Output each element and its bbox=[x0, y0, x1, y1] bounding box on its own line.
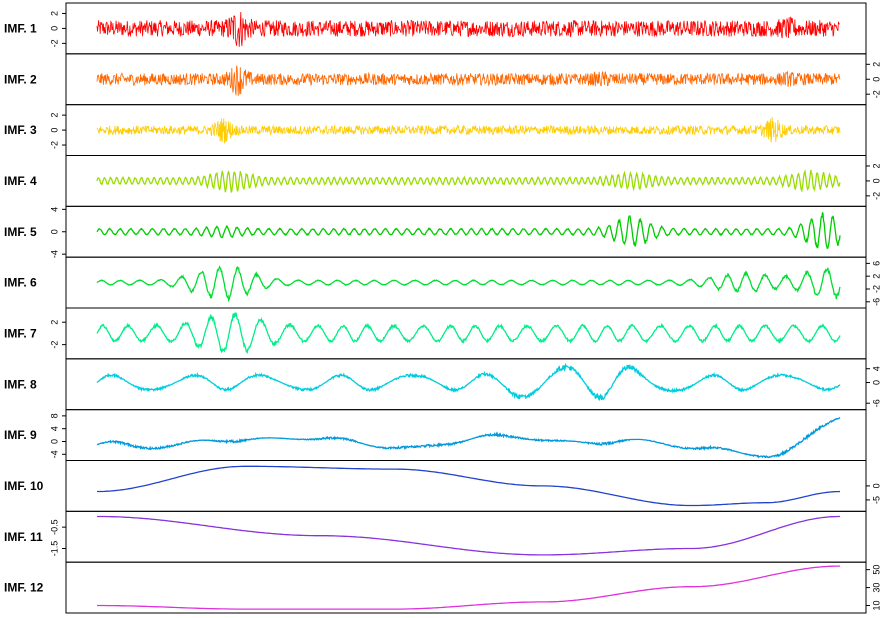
imf-series-line bbox=[96, 362, 841, 402]
panel-frame bbox=[65, 358, 867, 411]
tick-label: 30 bbox=[871, 583, 881, 593]
tick-label: 6 bbox=[871, 261, 881, 266]
panel-label: IMF. 6 bbox=[4, 276, 37, 290]
panel-frame bbox=[65, 205, 867, 258]
imf-series-line bbox=[96, 169, 841, 193]
tick-label: 0 bbox=[49, 439, 59, 444]
imf-series-line bbox=[96, 116, 841, 144]
tick-label: 2 bbox=[49, 113, 59, 118]
tick-label: -2 bbox=[49, 141, 59, 149]
tick-label: -2 bbox=[49, 341, 59, 349]
y-axis: 8 4 0 -4 bbox=[49, 413, 67, 458]
imf-series-line bbox=[97, 515, 840, 556]
tick-label: 0 bbox=[49, 26, 59, 31]
imf-panel: IMF. 12 50 30 10 bbox=[4, 561, 881, 614]
panel-label: IMF. 2 bbox=[4, 72, 37, 86]
panel-label: IMF. 11 bbox=[4, 530, 43, 544]
tick-label: -2 bbox=[871, 90, 881, 98]
tick-label: -6 bbox=[871, 399, 881, 407]
tick-label: 2 bbox=[49, 320, 59, 325]
tick-label: 2 bbox=[49, 11, 59, 16]
tick-label: 0 bbox=[49, 128, 59, 133]
tick-label: -2 bbox=[49, 39, 59, 47]
tick-label: 0 bbox=[871, 380, 881, 385]
imf-series-line bbox=[97, 465, 841, 507]
tick-label: 2 bbox=[871, 62, 881, 67]
tick-label: 8 bbox=[49, 413, 59, 418]
tick-label: -4 bbox=[49, 250, 59, 258]
tick-label: -4 bbox=[49, 450, 59, 458]
tick-label: 4 bbox=[871, 366, 881, 371]
imf-series-line bbox=[96, 312, 841, 355]
panel-label: IMF. 5 bbox=[4, 225, 37, 239]
panel-label: IMF. 3 bbox=[4, 123, 37, 137]
y-axis: 50 30 10 bbox=[865, 565, 881, 611]
tick-label: -6 bbox=[871, 298, 881, 306]
panel-label: IMF. 10 bbox=[4, 479, 44, 493]
panel-label: IMF. 9 bbox=[4, 428, 37, 442]
y-axis: 4 0 -6 bbox=[865, 366, 881, 407]
y-axis: 2 0 -2 bbox=[865, 163, 881, 200]
imf-series-line bbox=[96, 212, 841, 249]
imf-series-line bbox=[96, 265, 841, 303]
imf-panel: IMF. 9 8 4 0 -4 bbox=[4, 409, 867, 461]
imf-panel: IMF. 10 0 -5 bbox=[4, 460, 881, 512]
y-axis: 2 -2 bbox=[49, 320, 67, 349]
panel-label: IMF. 8 bbox=[4, 377, 37, 391]
y-axis: 6 2 -2 -6 bbox=[865, 261, 881, 306]
y-axis: -0.5 -1.5 bbox=[49, 519, 67, 557]
tick-label: 0 bbox=[49, 229, 59, 234]
y-axis: 4 0 -4 bbox=[49, 207, 67, 258]
tick-label: -2 bbox=[871, 192, 881, 200]
y-axis: 2 0 -2 bbox=[49, 11, 67, 47]
imf-panel: IMF. 7 2 -2 bbox=[4, 307, 867, 360]
imf-panel: IMF. 2 2 0 -2 bbox=[4, 53, 881, 106]
imf-panel: IMF. 11 -0.5 -1.5 bbox=[4, 510, 867, 563]
tick-label: -5 bbox=[871, 496, 881, 504]
tick-label: -1.5 bbox=[49, 541, 59, 557]
panel-label: IMF. 7 bbox=[4, 326, 37, 340]
y-axis: 0 -5 bbox=[865, 483, 881, 504]
tick-label: 0 bbox=[871, 178, 881, 183]
imf-series-line bbox=[96, 416, 841, 459]
panel-label: IMF. 1 bbox=[4, 21, 37, 35]
imf-panel: IMF. 5 4 0 -4 bbox=[4, 205, 867, 258]
imf-panel: IMF. 3 2 0 -2 bbox=[4, 104, 867, 156]
tick-label: 4 bbox=[49, 207, 59, 212]
tick-label: 2 bbox=[871, 163, 881, 168]
tick-label: -0.5 bbox=[49, 519, 59, 535]
imf-panel: IMF. 6 6 2 -2 -6 bbox=[4, 256, 881, 309]
tick-label: 10 bbox=[871, 601, 881, 611]
imf-panel: IMF. 8 4 0 -6 bbox=[4, 358, 881, 411]
y-axis: 2 0 -2 bbox=[865, 62, 881, 98]
imf-series-line bbox=[96, 11, 841, 47]
tick-label: 4 bbox=[49, 426, 59, 431]
imf-series-line bbox=[96, 65, 841, 96]
y-axis: 2 0 -2 bbox=[49, 113, 67, 149]
tick-label: -2 bbox=[871, 285, 881, 293]
tick-label: 50 bbox=[871, 565, 881, 575]
tick-label: 0 bbox=[871, 77, 881, 82]
tick-label: 0 bbox=[871, 483, 881, 488]
imf-panel: IMF. 1 2 0 -2 bbox=[4, 2, 867, 55]
imf-panel: IMF. 4 2 0 -2 bbox=[4, 155, 881, 207]
panel-label: IMF. 12 bbox=[4, 581, 44, 595]
imf-series-line bbox=[97, 565, 840, 610]
panel-frame bbox=[65, 409, 867, 461]
tick-label: 2 bbox=[871, 274, 881, 279]
panel-frame bbox=[65, 510, 867, 563]
panel-label: IMF. 4 bbox=[4, 174, 37, 188]
